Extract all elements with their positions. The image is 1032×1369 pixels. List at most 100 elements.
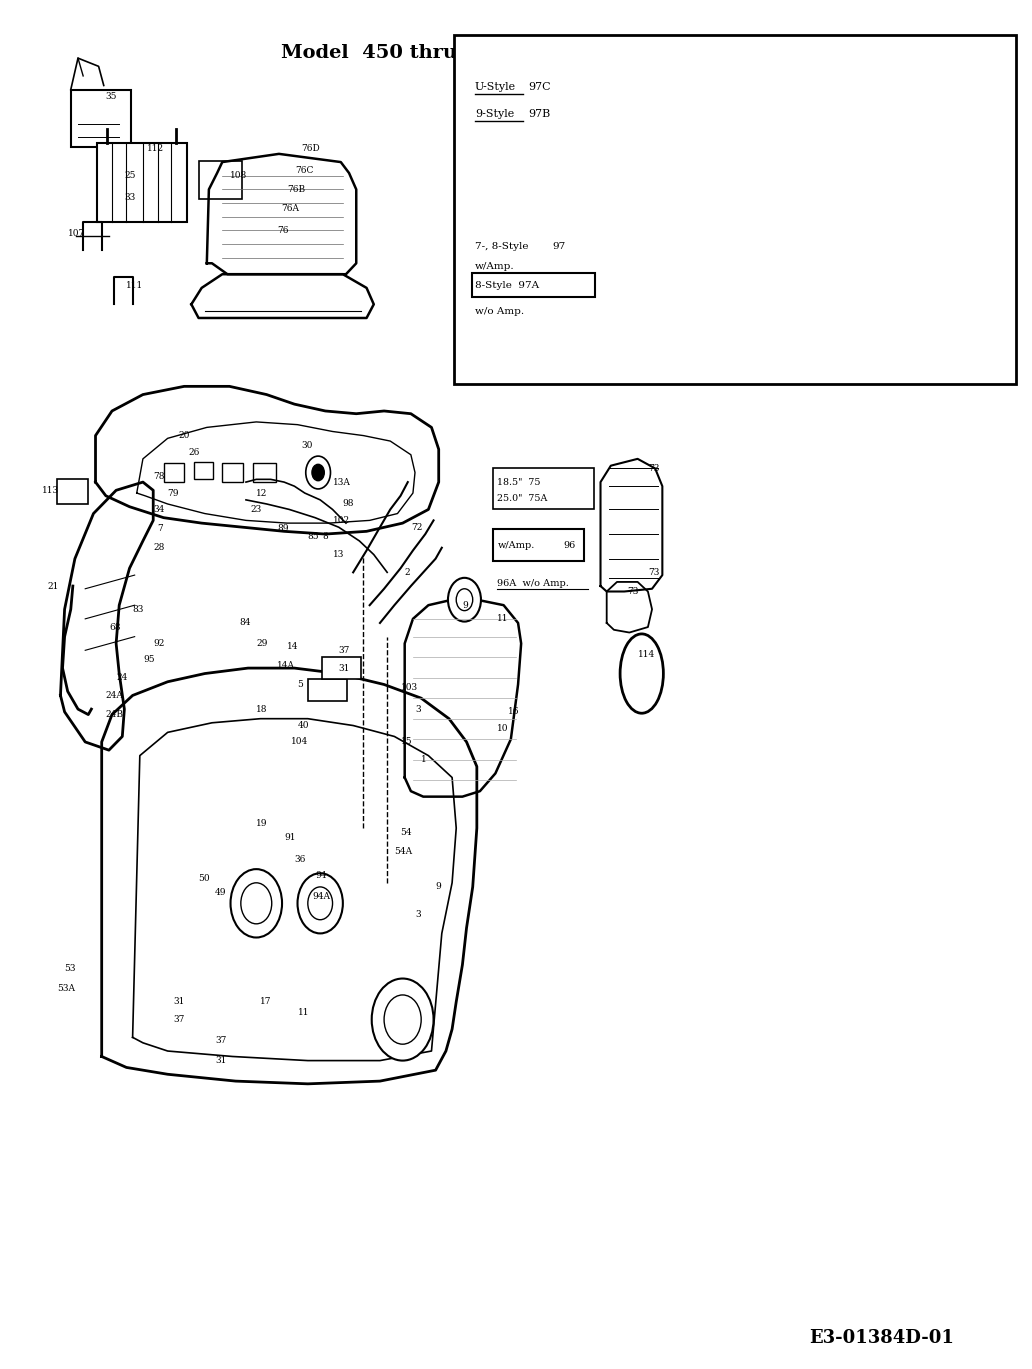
Text: 14: 14	[287, 642, 298, 650]
Text: 53A: 53A	[58, 983, 75, 993]
Text: 84: 84	[239, 619, 252, 627]
Bar	[308, 679, 347, 701]
Text: 111: 111	[127, 281, 143, 290]
Bar	[97, 142, 187, 222]
Text: 36: 36	[294, 856, 305, 864]
Text: 18: 18	[256, 705, 267, 713]
Text: 31: 31	[173, 997, 185, 1006]
Text: 37: 37	[215, 1035, 226, 1045]
Text: 12: 12	[256, 489, 267, 497]
Text: 76B: 76B	[287, 185, 305, 194]
Text: w/Amp.: w/Amp.	[497, 541, 535, 549]
Text: 97: 97	[552, 242, 566, 252]
Text: 15: 15	[400, 738, 412, 746]
Text: 102: 102	[332, 516, 350, 524]
Text: 7: 7	[157, 524, 163, 533]
Text: w/Amp.: w/Amp.	[475, 261, 514, 271]
Text: 2: 2	[405, 568, 411, 576]
Text: 11: 11	[297, 1008, 309, 1017]
Circle shape	[456, 589, 473, 611]
Circle shape	[372, 979, 433, 1061]
Text: 97: 97	[834, 259, 845, 268]
Text: 49: 49	[215, 888, 227, 897]
Circle shape	[240, 883, 271, 924]
Text: 16: 16	[508, 708, 519, 716]
Text: 9: 9	[436, 883, 442, 891]
Text: 23: 23	[250, 505, 261, 513]
Text: 73: 73	[627, 587, 639, 596]
Text: 97A: 97A	[817, 324, 835, 334]
Text: 9: 9	[462, 601, 469, 609]
Text: 31: 31	[338, 664, 350, 672]
Text: 76C: 76C	[295, 166, 314, 175]
Text: 83: 83	[133, 605, 144, 613]
Text: 7-, 8-Style: 7-, 8-Style	[475, 242, 528, 252]
Text: 28: 28	[153, 543, 164, 552]
Text: 94: 94	[315, 872, 326, 880]
Text: 54: 54	[400, 828, 412, 836]
Text: 10: 10	[497, 724, 509, 732]
Bar	[194, 461, 213, 479]
Text: 29: 29	[256, 639, 267, 648]
Text: 54A: 54A	[394, 847, 413, 856]
Text: 26: 26	[188, 448, 199, 456]
Text: 98: 98	[343, 500, 354, 508]
Text: 33: 33	[125, 193, 135, 203]
Text: 3: 3	[415, 910, 421, 919]
Bar	[253, 463, 276, 482]
Bar	[163, 463, 184, 482]
Bar	[222, 463, 243, 482]
Bar	[198, 160, 241, 199]
Bar	[493, 468, 594, 509]
Circle shape	[308, 887, 332, 920]
Text: 73: 73	[648, 568, 659, 576]
Text: 34: 34	[153, 505, 164, 513]
Bar	[322, 657, 361, 679]
Bar	[493, 528, 584, 561]
Text: 25.0"  75A: 25.0" 75A	[497, 494, 548, 502]
Text: 72: 72	[411, 523, 422, 531]
Polygon shape	[102, 668, 477, 1084]
Text: 40: 40	[297, 721, 309, 730]
Text: 68: 68	[109, 623, 121, 631]
Text: 95: 95	[142, 656, 155, 664]
Bar	[454, 34, 1015, 383]
Text: 37: 37	[173, 1014, 185, 1024]
Text: 53: 53	[65, 965, 76, 973]
Text: 19: 19	[256, 820, 267, 828]
Text: 97C: 97C	[528, 82, 551, 92]
Text: 96: 96	[563, 541, 576, 549]
Text: 17: 17	[260, 997, 271, 1006]
Text: 5: 5	[297, 680, 303, 689]
Text: 85: 85	[308, 533, 320, 541]
Text: 112: 112	[147, 144, 164, 153]
Circle shape	[305, 456, 330, 489]
Circle shape	[448, 578, 481, 622]
Text: 13: 13	[332, 550, 344, 559]
Text: 25: 25	[125, 171, 136, 181]
Text: 24B: 24B	[106, 711, 124, 719]
Text: U-Style: U-Style	[475, 82, 516, 92]
Text: 35: 35	[106, 92, 118, 101]
Text: 50: 50	[198, 875, 211, 883]
Text: 21: 21	[47, 582, 59, 590]
Text: 96A  w/o Amp.: 96A w/o Amp.	[497, 579, 570, 587]
Text: 108: 108	[229, 171, 247, 181]
Text: 20: 20	[178, 431, 189, 439]
Text: 89: 89	[277, 524, 288, 533]
Text: 76D: 76D	[301, 144, 320, 153]
Text: 1: 1	[421, 756, 427, 764]
Text: 94A: 94A	[312, 893, 330, 901]
Polygon shape	[206, 153, 356, 274]
Text: 18.5"  75: 18.5" 75	[497, 478, 541, 486]
Text: 3: 3	[415, 705, 421, 713]
Text: 97B: 97B	[528, 110, 551, 119]
Text: 107: 107	[68, 229, 85, 238]
Polygon shape	[191, 274, 374, 318]
Text: w/o Amp.: w/o Amp.	[475, 307, 524, 316]
Bar	[472, 272, 595, 297]
Polygon shape	[607, 582, 652, 632]
Text: 92: 92	[153, 639, 164, 648]
Text: 24: 24	[117, 674, 128, 682]
Text: 8: 8	[322, 533, 328, 541]
